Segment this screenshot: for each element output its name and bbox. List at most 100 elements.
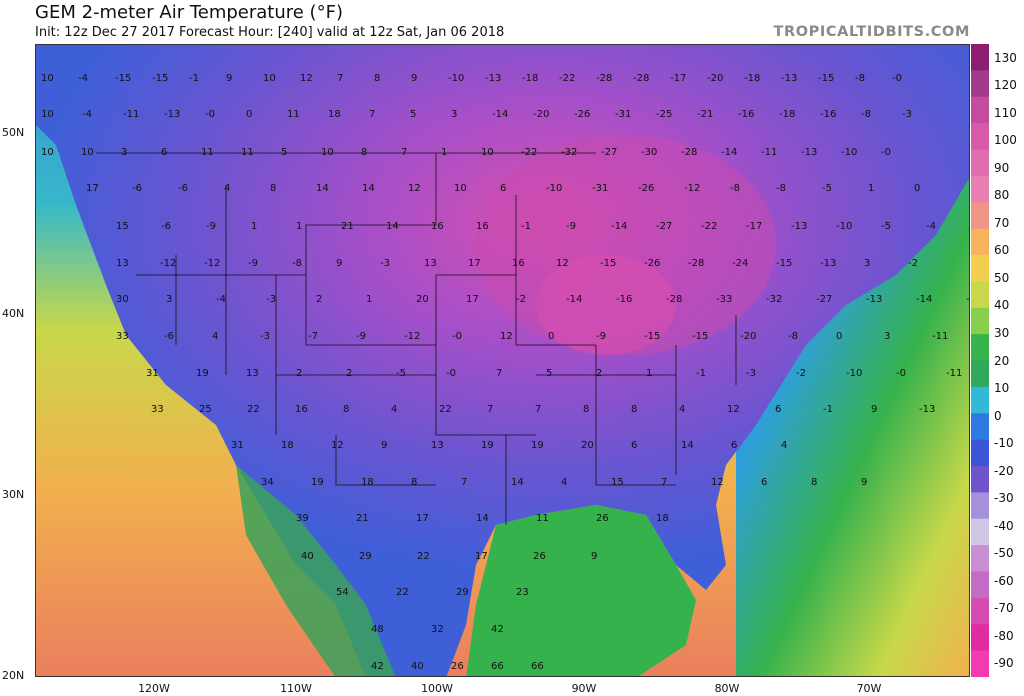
legend-swatch [971, 466, 989, 493]
temperature-value: -20 [707, 73, 723, 84]
temperature-value: -11 [946, 368, 962, 379]
temperature-value: 22 [417, 551, 430, 562]
temperature-value: 5 [281, 147, 287, 158]
temperature-value: 25 [199, 404, 212, 415]
temperature-value: -8 [855, 73, 865, 84]
legend-swatch [971, 492, 989, 520]
legend-swatch [971, 439, 989, 467]
temperature-value: 19 [196, 368, 209, 379]
temperature-value: -9 [248, 258, 258, 269]
temperature-value: 17 [416, 513, 429, 524]
temperature-value: -2 [908, 258, 918, 269]
legend-tick-label: 70 [994, 215, 1010, 230]
temperature-value: 8 [411, 477, 417, 488]
temperature-value: 9 [871, 404, 877, 415]
temperature-value: 0 [836, 331, 842, 342]
temperature-value: 4 [781, 440, 787, 451]
temperature-value: -27 [601, 147, 617, 158]
temperature-value: 7 [401, 147, 407, 158]
lon-label-100w: 100W [421, 682, 453, 695]
temperature-value: 3 [451, 109, 457, 120]
temperature-value: 6 [631, 440, 637, 451]
temperature-value: 7 [461, 477, 467, 488]
temperature-value: 8 [361, 147, 367, 158]
legend-tick-label: -10 [994, 436, 1014, 451]
temperature-value: 3 [864, 258, 870, 269]
temperature-value: -14 [916, 294, 932, 305]
temperature-value: 12 [408, 183, 421, 194]
temperature-value: 10 [41, 73, 54, 84]
temperature-value: 3 [884, 331, 890, 342]
temperature-value: -15 [115, 73, 131, 84]
temperature-value: 32 [431, 624, 444, 635]
temperature-value: -26 [638, 183, 654, 194]
temperature-value: 66 [491, 661, 504, 672]
temperature-value: 8 [811, 477, 817, 488]
temperature-value: 0 [548, 331, 554, 342]
temperature-value: 42 [371, 661, 384, 672]
temperature-map: 10 -4 -15 -15 -1 9 10 12 7 8 9 -10 -13 -18 -22 -28 -28 -1… [35, 44, 970, 677]
temperature-value: -1 [521, 221, 531, 232]
temperature-value: 7 [496, 368, 502, 379]
temperature-value: 14 [511, 477, 524, 488]
temperature-value: 1 [646, 368, 652, 379]
temperature-value: -5 [881, 221, 891, 232]
temperature-value: 8 [631, 404, 637, 415]
temperature-value: 10 [454, 183, 467, 194]
temperature-value: -15 [644, 331, 660, 342]
temperature-value: 21 [356, 513, 369, 524]
temperature-value: -9 [356, 331, 366, 342]
legend-swatch [971, 386, 989, 414]
legend-tick-label: 80 [994, 188, 1010, 203]
temperature-value: -12 [684, 183, 700, 194]
temperature-value: 9 [226, 73, 232, 84]
temperature-value: -17 [746, 221, 762, 232]
temperature-value: 66 [531, 661, 544, 672]
temperature-value: -4 [926, 221, 936, 232]
temperature-value: -16 [820, 109, 836, 120]
temperature-value: 17 [468, 258, 481, 269]
temperature-value: -11 [761, 147, 777, 158]
cold-core-deep [536, 255, 676, 355]
temperature-value: 19 [531, 440, 544, 451]
temperature-value: -3 [260, 331, 270, 342]
lon-label-120w: 120W [138, 682, 170, 695]
legend-swatch [971, 175, 989, 203]
temperature-value: 16 [431, 221, 444, 232]
temperature-value: -32 [766, 294, 782, 305]
legend-tick-label: 90 [994, 160, 1010, 175]
legend-swatch [971, 360, 989, 388]
temperature-value: 8 [343, 404, 349, 415]
temperature-value: -9 [596, 331, 606, 342]
temperature-value: -13 [791, 221, 807, 232]
legend-tick-label: 110 [994, 105, 1017, 120]
temperature-value: -4 [82, 109, 92, 120]
temperature-value: -28 [666, 294, 682, 305]
temperature-value: 1 [868, 183, 874, 194]
legend-tick-label: 60 [994, 243, 1010, 258]
temperature-value: 39 [296, 513, 309, 524]
temperature-value: -7 [966, 294, 970, 305]
legend-swatch [971, 123, 989, 151]
temperature-value: 9 [411, 73, 417, 84]
temperature-values: 10 -4 -15 -15 -1 9 10 12 7 8 9 -10 -13 -18 -22 -28 -28 -1… [41, 73, 970, 672]
temperature-value: 26 [596, 513, 609, 524]
temperature-value: -22 [701, 221, 717, 232]
temperature-value: 14 [681, 440, 694, 451]
temperature-value: -11 [123, 109, 139, 120]
temperature-value: -8 [730, 183, 740, 194]
temperature-value: 31 [146, 368, 159, 379]
temperature-value: 12 [500, 331, 513, 342]
legend-swatch [971, 255, 989, 282]
temperature-value: 9 [381, 440, 387, 451]
legend-swatch [971, 545, 989, 573]
legend-swatch [971, 624, 989, 652]
temperature-value: 18 [281, 440, 294, 451]
temperature-value: -10 [846, 368, 862, 379]
temperature-value: 7 [369, 109, 375, 120]
temperature-value: 33 [151, 404, 164, 415]
temperature-value: -25 [656, 109, 672, 120]
temperature-value: -1 [189, 73, 199, 84]
temperature-value: 3 [121, 147, 127, 158]
legend-swatch [971, 571, 989, 599]
